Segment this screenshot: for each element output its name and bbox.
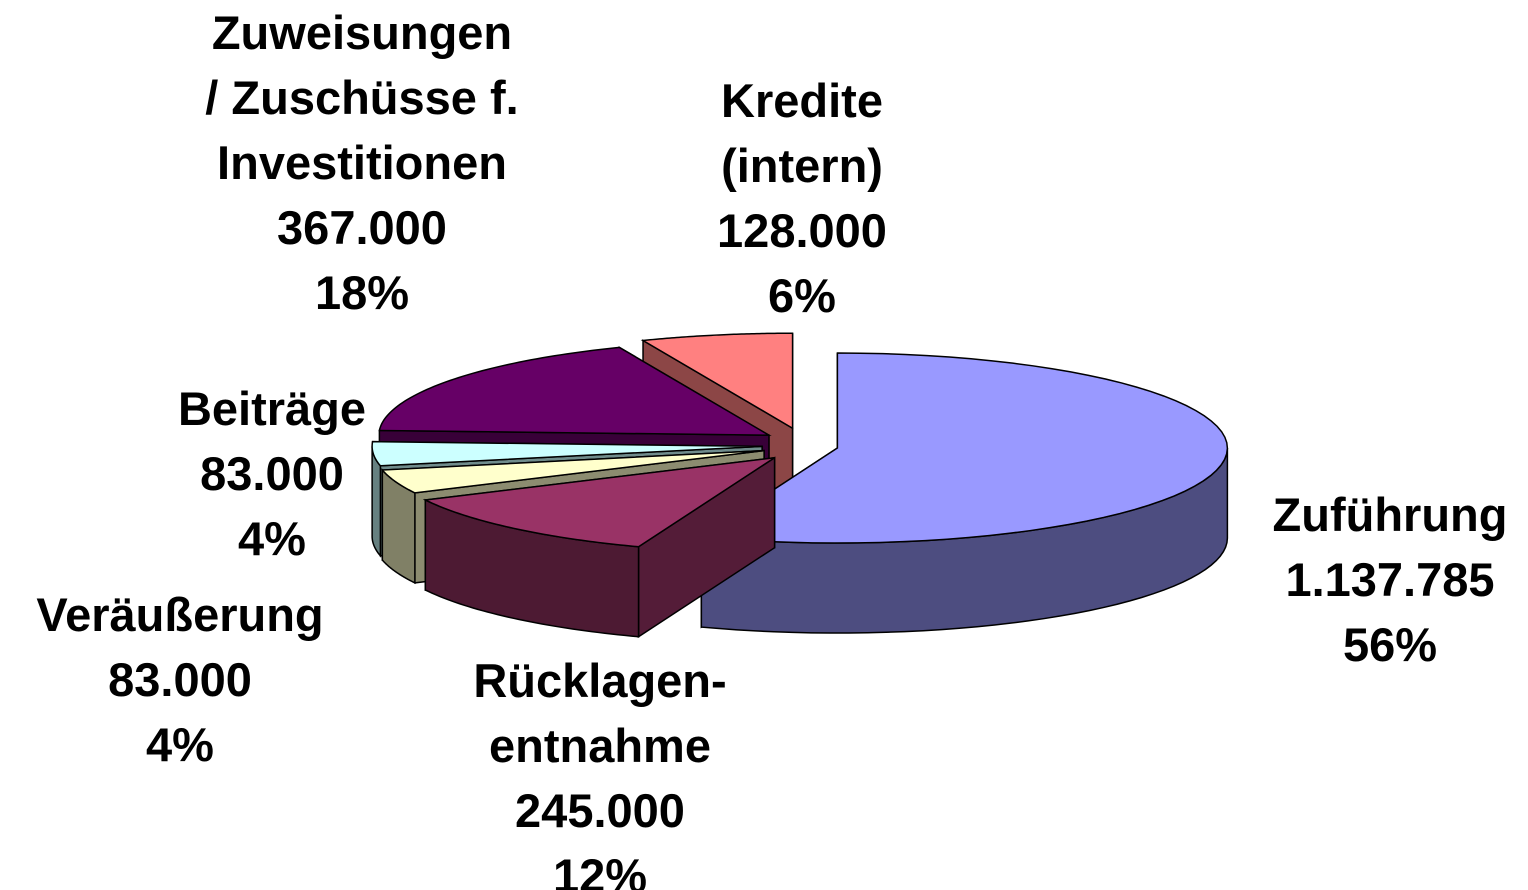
percent-label: 4% (238, 512, 306, 565)
slice-top (371, 440, 763, 467)
category-label: Zuweisungen / Zuschüsse f. Investitionen (205, 6, 519, 189)
category-label: Rücklagen- entnahme (473, 654, 727, 772)
slice-top (422, 456, 775, 548)
value-label: 83.000 (200, 447, 344, 500)
percent-label: 56% (1342, 618, 1438, 671)
percent-label: 6% (768, 269, 836, 322)
slice-label: Beiträge 83.000 4% (178, 376, 366, 571)
value-label: 367.000 (277, 201, 447, 254)
percent-label: 4% (146, 718, 214, 771)
slice-top (378, 346, 772, 436)
slice-top (699, 352, 1229, 544)
pie-slice (422, 456, 776, 639)
slice-top (380, 449, 765, 494)
slice-label: Veräußerung 83.000 4% (36, 582, 323, 777)
value-label: 128.000 (717, 204, 887, 257)
slice-label: Zuführung 1.137.785 56% (1273, 482, 1508, 677)
slice-label: Kredite (intern) 128.000 6% (717, 68, 887, 328)
percent-label: 12% (552, 849, 648, 890)
value-label: 245.000 (515, 784, 685, 837)
category-label: Kredite (intern) (721, 74, 883, 192)
category-label: Beiträge (177, 382, 367, 435)
slice-top (640, 332, 794, 430)
category-label: Zuführung (1272, 488, 1508, 541)
value-label: 83.000 (108, 653, 252, 706)
pie-slice (699, 352, 1229, 634)
category-label: Veräußerung (36, 588, 324, 641)
slice-label: Zuweisungen / Zuschüsse f. Investitionen… (205, 0, 518, 325)
percent-label: 18% (314, 266, 410, 319)
slice-label: Rücklagen- entnahme 245.000 12% (473, 648, 726, 890)
value-label: 1.137.785 (1285, 553, 1495, 606)
